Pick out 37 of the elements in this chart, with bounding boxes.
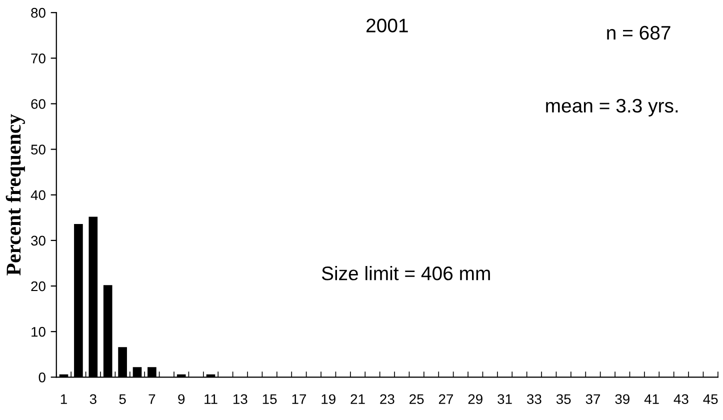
x-tick-label: 15 — [262, 394, 277, 404]
x-tick-label: 19 — [322, 394, 336, 404]
x-tick-label: 9 — [178, 394, 185, 404]
x-tick-label: 23 — [380, 394, 394, 404]
x-tick-label: 31 — [498, 394, 512, 404]
annotation: mean = 3.3 yrs. — [546, 98, 678, 116]
x-tick-label: 7 — [148, 394, 156, 404]
x-tick-label: 35 — [556, 394, 571, 404]
annotation: 2001 — [366, 18, 408, 32]
x-tick-label: 39 — [615, 394, 630, 404]
y-axis-title: Percent frequency — [6, 114, 25, 276]
x-tick-label: 29 — [468, 394, 482, 404]
y-tick-label: 80 — [31, 8, 46, 18]
x-tick-label: 1 — [60, 394, 67, 404]
x-tick-label: 45 — [703, 394, 718, 404]
y-tick-label: 40 — [30, 190, 46, 200]
x-tick-label: 13 — [233, 394, 248, 404]
y-tick-label: 0 — [38, 372, 46, 382]
x-tick-label: 33 — [526, 394, 542, 404]
x-tick-label: 11 — [204, 394, 218, 404]
x-tick-label: 43 — [674, 394, 688, 404]
y-tick-label: 20 — [31, 281, 46, 292]
y-tick-label: 60 — [31, 99, 46, 109]
x-tick-label: 25 — [410, 394, 424, 404]
x-tick-label: 3 — [90, 394, 96, 404]
y-tick-label: 30 — [31, 236, 46, 246]
x-tick-label: 27 — [438, 394, 453, 404]
x-tick-label: 5 — [119, 394, 126, 404]
x-tick-label: 17 — [292, 394, 306, 404]
annotation: n = 687 — [607, 26, 670, 40]
x-tick-label: 37 — [586, 394, 600, 404]
y-tick-label: 50 — [31, 144, 46, 154]
annotation: Size limit = 406 mm — [322, 266, 490, 280]
y-tick-label: 10 — [32, 326, 46, 337]
y-tick-label: 70 — [31, 54, 46, 64]
x-tick-label: 41 — [644, 394, 659, 404]
x-tick-label: 21 — [350, 394, 365, 404]
